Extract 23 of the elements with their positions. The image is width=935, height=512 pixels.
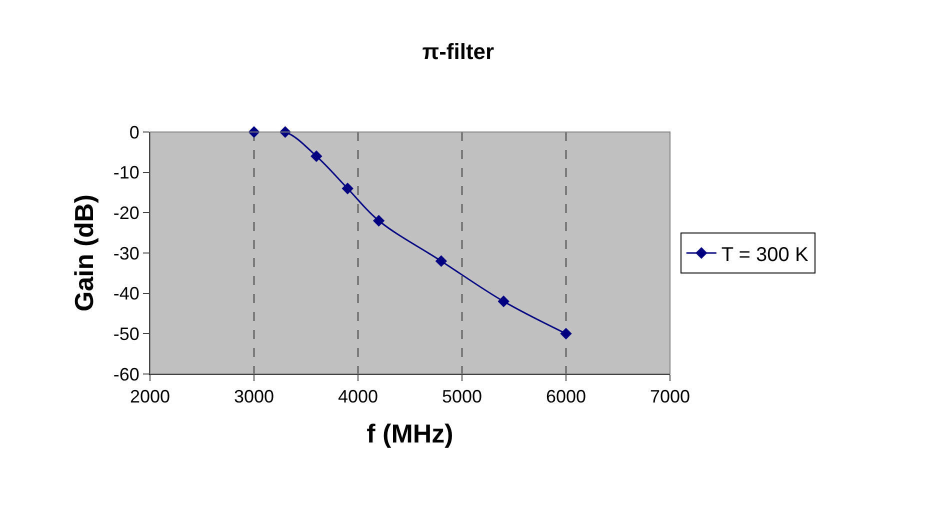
y-tick-label: 0: [129, 122, 140, 142]
x-tick-label: 4000: [338, 386, 378, 407]
y-tick-label: -60: [113, 364, 140, 384]
y-tick-label: -40: [113, 284, 140, 304]
x-tick-label: 5000: [442, 386, 482, 407]
chart-title: π-filter: [422, 38, 495, 64]
x-tick-label: 2000: [130, 386, 170, 407]
point: [342, 182, 354, 194]
y-tick-label: -30: [113, 243, 140, 264]
point: [310, 150, 322, 162]
x-axis-title: f (MHz): [366, 418, 454, 448]
x-tick-label: 3000: [234, 386, 274, 407]
y-axis-title: Gain (dB): [68, 194, 99, 312]
point: [372, 214, 385, 227]
point: [498, 296, 510, 308]
x-tick-label: 7000: [650, 386, 690, 407]
legend-label: T = 300 K: [721, 244, 809, 266]
y-tick-label: -10: [113, 162, 140, 183]
point: [560, 328, 572, 340]
y-tick-label: -20: [113, 202, 140, 223]
y-tick-label: -50: [113, 324, 140, 344]
x-tick-label: 6000: [546, 386, 586, 407]
point: [435, 255, 448, 267]
